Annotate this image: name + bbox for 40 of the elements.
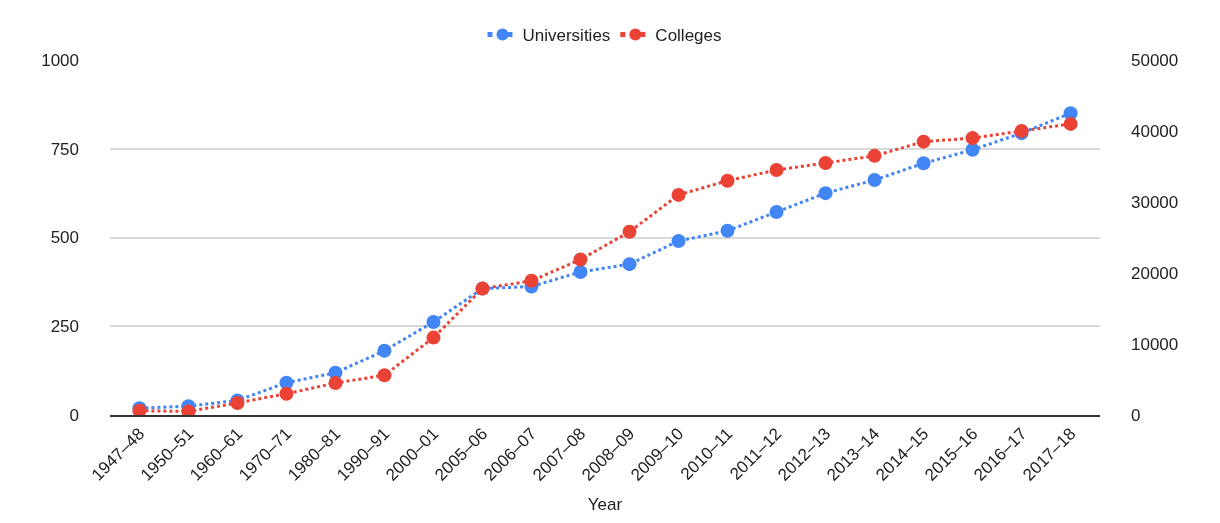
point xyxy=(965,142,980,157)
point xyxy=(916,134,931,149)
point xyxy=(1063,116,1078,131)
legend-label: Colleges xyxy=(655,26,722,46)
point xyxy=(279,386,294,401)
point xyxy=(671,187,686,202)
y2-tick-label: 20000 xyxy=(1131,263,1179,283)
y2-tick-label: 40000 xyxy=(1131,121,1179,141)
point xyxy=(573,252,588,267)
point xyxy=(524,273,539,288)
point xyxy=(867,172,882,187)
point xyxy=(328,376,343,391)
point xyxy=(818,186,833,201)
point xyxy=(426,314,441,329)
y-tick-label: 1000 xyxy=(41,50,79,70)
point xyxy=(377,343,392,358)
y2-tick-label: 50000 xyxy=(1131,50,1179,70)
point xyxy=(671,234,686,249)
point xyxy=(867,148,882,163)
legend-label: Universities xyxy=(522,26,611,46)
point xyxy=(622,257,637,272)
y2-tick-label: 0 xyxy=(1131,405,1141,425)
y-tick-label: 500 xyxy=(50,228,79,248)
point xyxy=(965,131,980,146)
y2-tick-label: 30000 xyxy=(1131,192,1179,212)
x-axis-title: Year xyxy=(587,495,623,515)
point xyxy=(720,173,735,188)
point xyxy=(818,155,833,170)
y-tick-label: 0 xyxy=(69,405,79,425)
point xyxy=(769,163,784,178)
point xyxy=(916,156,931,171)
point xyxy=(720,223,735,238)
point xyxy=(622,224,637,239)
y-tick-label: 250 xyxy=(50,317,79,337)
point xyxy=(377,368,392,383)
point xyxy=(573,264,588,279)
y-tick-label: 750 xyxy=(50,139,79,159)
y2-tick-label: 10000 xyxy=(1131,334,1179,354)
point xyxy=(769,204,784,219)
point xyxy=(426,330,441,345)
